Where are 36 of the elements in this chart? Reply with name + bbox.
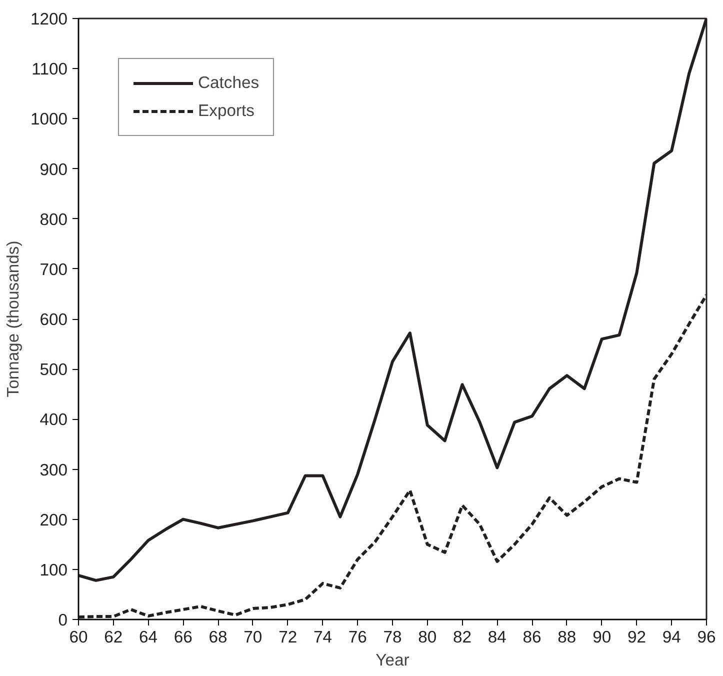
- x-tick-label: 86: [522, 628, 542, 646]
- y-tick-label: 500: [40, 360, 68, 380]
- y-tick-label: 1100: [32, 60, 68, 79]
- legend-label: Exports: [198, 101, 254, 121]
- y-tick-label: 400: [40, 410, 68, 430]
- x-tick-label: 78: [383, 628, 402, 646]
- x-tick-label: 66: [174, 628, 192, 646]
- y-tick-label: 600: [40, 310, 68, 329]
- x-tick-label: 84: [488, 628, 506, 646]
- x-tick-label: 92: [627, 628, 646, 646]
- x-tick-label: 74: [313, 628, 332, 646]
- x-tick-label: 94: [662, 628, 681, 646]
- x-tick-label: 88: [558, 628, 576, 646]
- y-tick-label: 700: [40, 260, 68, 279]
- y-tick-label: 200: [40, 510, 68, 530]
- y-tick-label: 800: [40, 210, 68, 229]
- y-tick-label: 900: [40, 160, 68, 179]
- x-axis-title: Year: [376, 650, 410, 670]
- x-tick-label: 82: [453, 628, 472, 646]
- y-axis-title: Tonnage (thousands): [3, 240, 22, 398]
- x-tick-label: 68: [208, 628, 228, 646]
- x-tick-label: 64: [139, 628, 158, 646]
- y-tick-label: 300: [40, 460, 68, 480]
- y-tick-label: 1000: [30, 110, 68, 129]
- y-tick-label: 1200: [30, 10, 68, 28]
- legend-label: Catches: [198, 73, 260, 93]
- x-tick-label: 80: [418, 628, 437, 646]
- x-tick-label: 70: [244, 628, 262, 646]
- x-tick-label: 60: [69, 628, 88, 646]
- y-tick-label: 100: [40, 560, 68, 580]
- x-tick-label: 96: [697, 628, 716, 646]
- y-tick-label: 0: [58, 610, 68, 630]
- x-tick-label: 62: [104, 628, 123, 646]
- x-tick-label: 76: [348, 628, 367, 646]
- x-tick-label: 72: [278, 628, 298, 646]
- x-tick-label: 90: [592, 628, 612, 646]
